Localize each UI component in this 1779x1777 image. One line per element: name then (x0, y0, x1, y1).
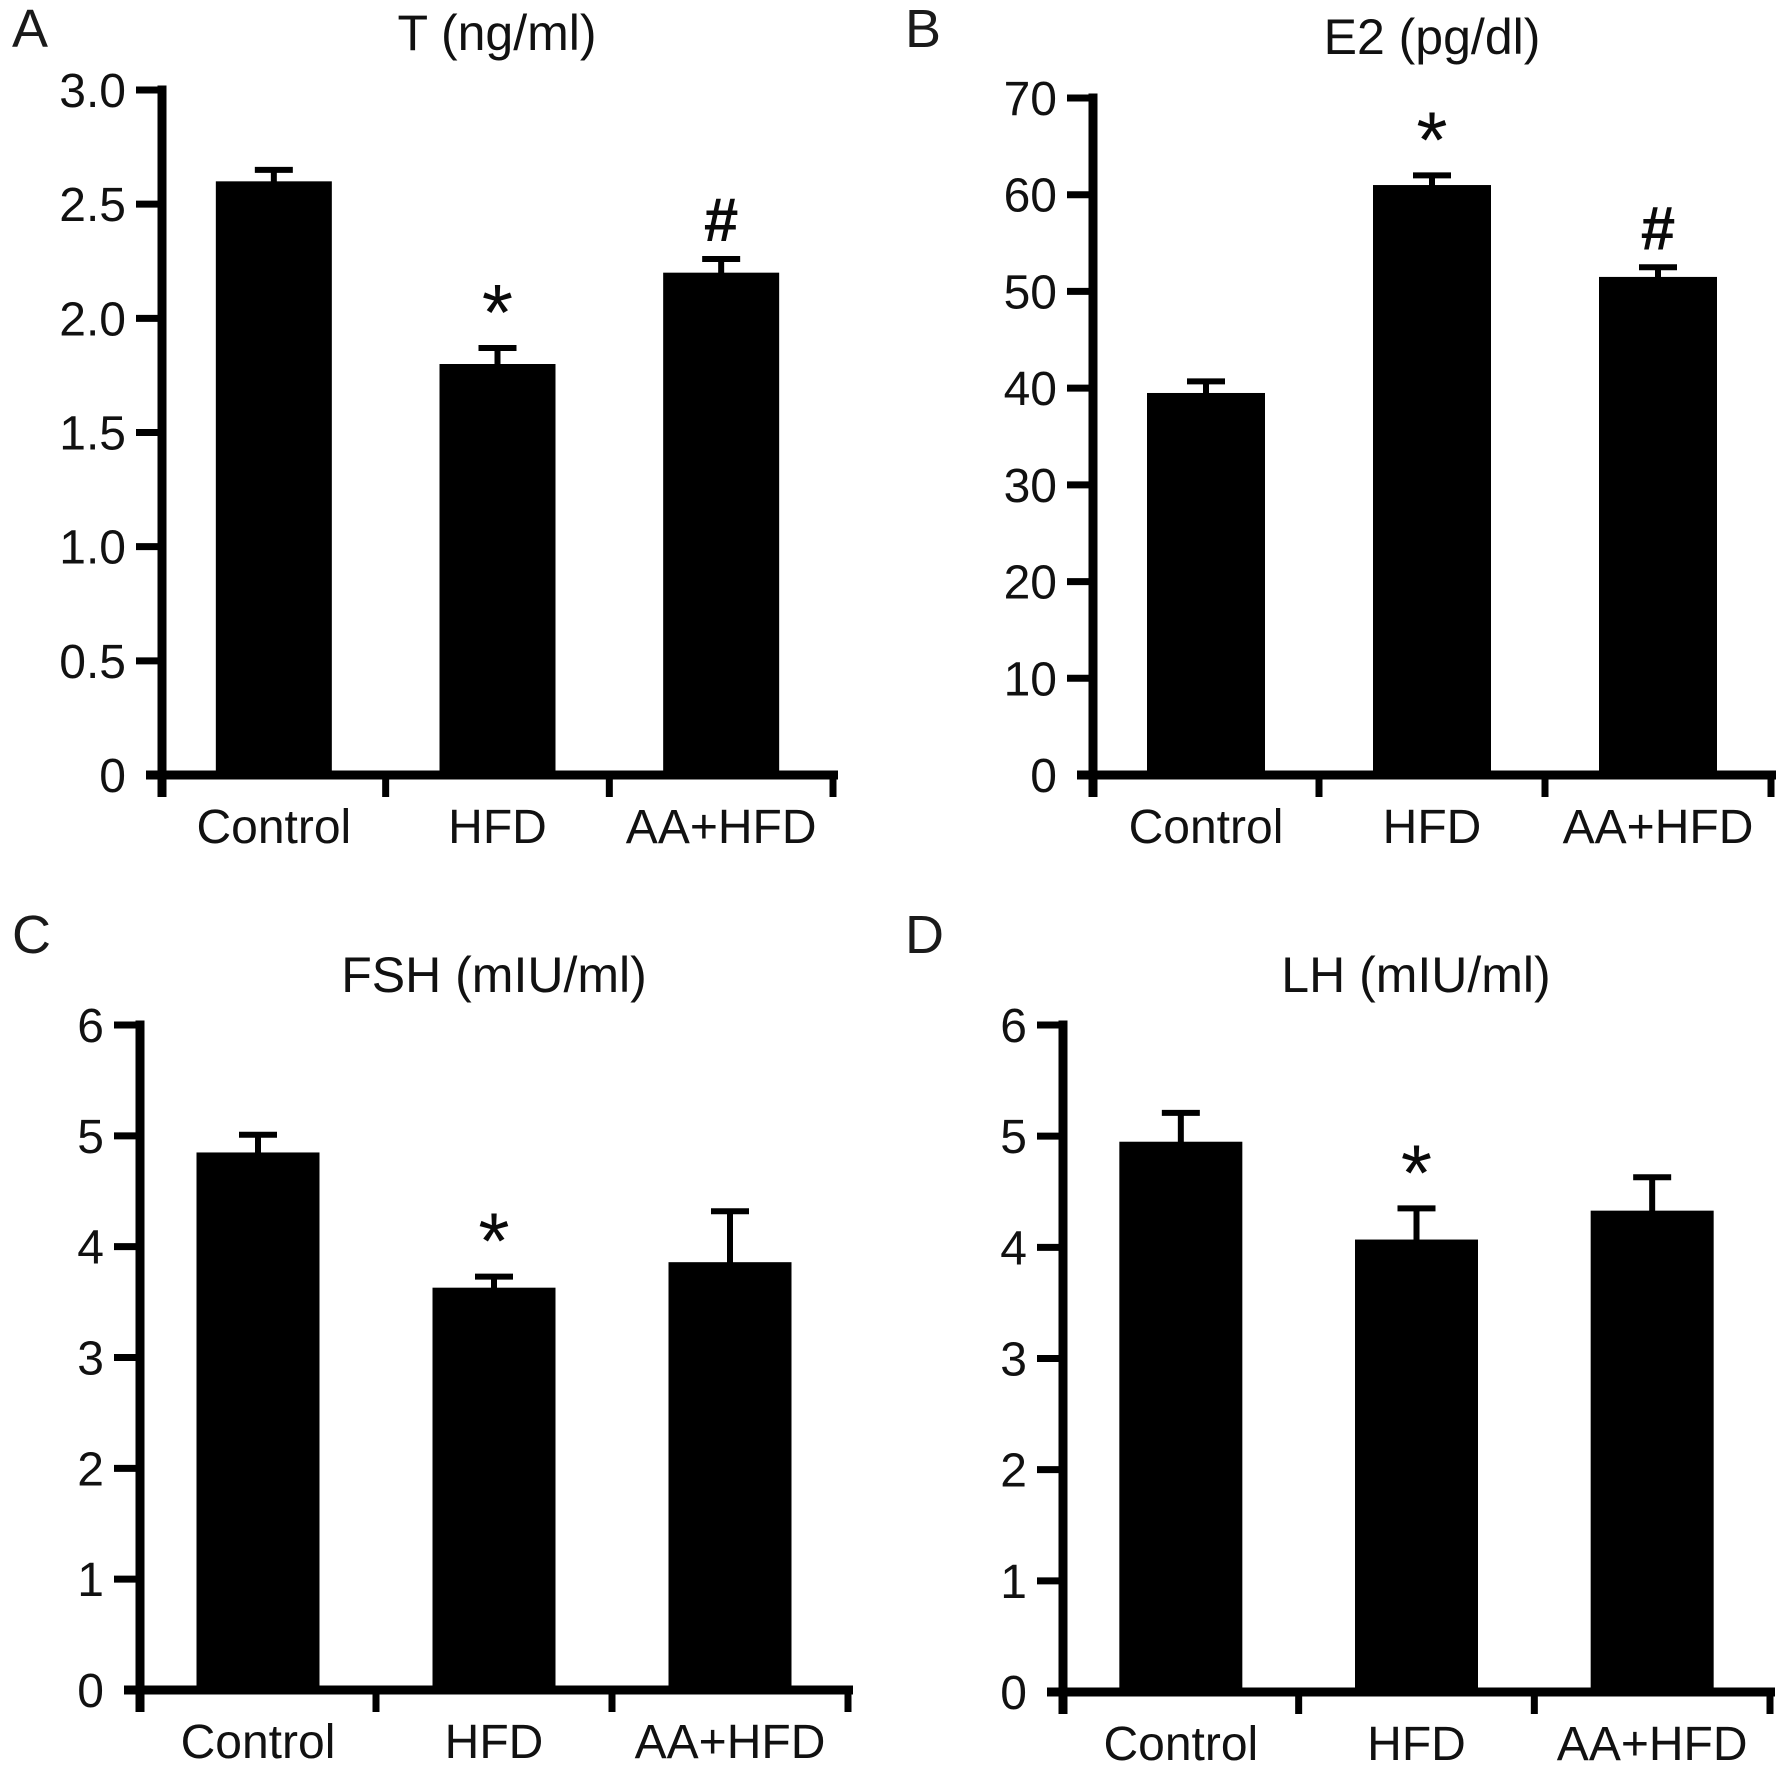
bar-hfd (1355, 1239, 1478, 1692)
bar-aa-hfd (1590, 1210, 1714, 1692)
panel-d-chart: 0 1 2 3 4 5 6 Control * HFD AA+HFD (1000, 1000, 1775, 1771)
y-tick-label: 3 (1000, 1334, 1027, 1387)
significance-marker: # (704, 186, 738, 255)
y-tick-label: 0 (1030, 750, 1057, 803)
category-label: AA+HFD (1563, 801, 1754, 854)
panel-b-title: E2 (pg/dl) (1323, 9, 1541, 65)
y-tick-label: 50 (1004, 266, 1057, 319)
category-label: AA+HFD (626, 801, 817, 854)
y-tick-label: 3.0 (59, 65, 126, 118)
y-tick-label: 1.5 (59, 408, 126, 461)
y-tick-label: 1.0 (59, 522, 126, 575)
bar-hfd (1373, 185, 1491, 776)
bar-control (1119, 1141, 1243, 1692)
panel-b-letter: B (905, 0, 942, 59)
y-tick-label: 2.0 (59, 293, 126, 346)
category-label: HFD (445, 1716, 544, 1769)
y-tick-label: 2.5 (59, 179, 126, 232)
panel-a: A T (ng/ml) 0 0.5 1.0 1.5 2.0 2.5 3.0 Control * H… (0, 0, 890, 880)
y-tick-label: 60 (1004, 170, 1057, 223)
bar-aa-hfd (668, 1262, 792, 1690)
y-tick-label: 2 (1000, 1445, 1027, 1498)
significance-marker: * (478, 1197, 509, 1286)
panel-d: D LH (mIU/ml) 0 1 2 3 4 5 6 Control * HFD AA+HFD (889, 880, 1779, 1777)
panel-a-title: T (ng/ml) (397, 5, 597, 61)
y-tick-label: 0 (77, 1665, 104, 1718)
y-tick-label: 1 (77, 1554, 104, 1607)
y-tick-label: 70 (1004, 73, 1057, 126)
y-tick-label: 40 (1004, 363, 1057, 416)
y-tick-label: 10 (1004, 653, 1057, 706)
y-tick-label: 4 (1000, 1222, 1027, 1275)
category-label: AA+HFD (635, 1716, 826, 1769)
y-tick-label: 5 (1000, 1111, 1027, 1164)
significance-marker: * (482, 268, 513, 357)
y-tick-label: 1 (1000, 1556, 1027, 1609)
y-tick-label: 4 (77, 1222, 104, 1275)
significance-marker: # (1641, 194, 1675, 263)
bar-control (1147, 392, 1265, 775)
panel-c-chart: 0 1 2 3 4 5 6 Control * HFD AA+HFD (77, 1000, 853, 1769)
panel-d-title: LH (mIU/ml) (1281, 947, 1551, 1003)
panel-a-letter: A (12, 0, 49, 59)
bar-hfd (432, 1287, 556, 1690)
category-label: HFD (448, 801, 547, 854)
panel-a-chart: 0 0.5 1.0 1.5 2.0 2.5 3.0 Control * HFD # AA+HFD (59, 65, 838, 854)
panel-c: C FSH (mIU/ml) 0 1 2 3 4 5 6 Control * HFD AA+HFD (0, 880, 890, 1777)
panel-c-title: FSH (mIU/ml) (341, 947, 647, 1003)
y-tick-label: 30 (1004, 460, 1057, 513)
bar-aa-hfd (663, 272, 780, 775)
y-tick-label: 5 (77, 1111, 104, 1164)
category-label: AA+HFD (1557, 1718, 1748, 1771)
y-tick-label: 3 (77, 1333, 104, 1386)
category-label: Control (196, 801, 351, 854)
panel-b: B E2 (pg/dl) 0 10 20 30 40 50 60 70 Control * HFD #… (889, 0, 1779, 880)
bar-control (215, 181, 332, 776)
category-label: HFD (1383, 801, 1482, 854)
category-label: Control (1129, 801, 1284, 854)
y-tick-label: 2 (77, 1443, 104, 1496)
significance-marker: * (1401, 1128, 1432, 1217)
y-tick-label: 0 (1000, 1667, 1027, 1720)
category-label: Control (1103, 1718, 1258, 1771)
panel-b-chart: 0 10 20 30 40 50 60 70 Control * HFD # AA+HFD (1004, 73, 1776, 854)
y-tick-label: 6 (77, 1000, 104, 1053)
y-tick-label: 0 (99, 750, 126, 803)
panel-d-letter: D (905, 905, 944, 965)
y-tick-label: 0.5 (59, 636, 126, 689)
bar-aa-hfd (1599, 276, 1717, 775)
category-label: HFD (1367, 1718, 1466, 1771)
y-tick-label: 6 (1000, 1000, 1027, 1053)
bar-hfd (439, 364, 556, 775)
panel-c-letter: C (12, 905, 51, 965)
category-label: Control (181, 1716, 336, 1769)
y-tick-label: 20 (1004, 557, 1057, 610)
bar-control (196, 1152, 320, 1690)
significance-marker: * (1416, 95, 1447, 184)
